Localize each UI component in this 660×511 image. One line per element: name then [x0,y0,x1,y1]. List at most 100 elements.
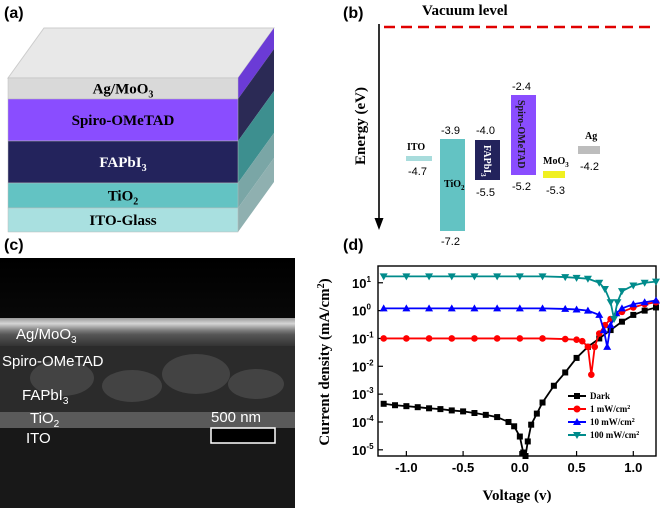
data-point-100mw [640,279,649,287]
energy-axis-label: Energy (eV) [353,87,369,165]
sem-label-spiro: Spiro-OMeTAD [2,353,104,370]
panel-a-label: (a) [4,5,24,22]
data-point-dark [539,399,546,406]
data-point-10mw [447,304,456,312]
layer-2-side [238,91,274,183]
data-point-dark [533,410,540,417]
data-point-dark [653,304,659,311]
data-point-10mw [425,304,434,312]
x-tick-label: 0.5 [568,460,586,475]
data-point-100mw [629,282,638,290]
panel-d: (d) -1.0 -0.5 0.0 0.5 1.0 101 100 10-1 10-2 10-3 1… [316,237,660,504]
data-point-dark [482,411,489,418]
data-point-10mw [617,304,626,312]
data-point-dark [392,402,399,409]
data-point-dark [437,406,444,413]
data-point-dark [403,403,410,410]
layer-2-label: FAPbI3 [99,155,146,174]
panel-c-label: (c) [4,237,24,254]
fapbi3-band [475,140,500,180]
data-point-dark [471,410,478,417]
x-tick-label: 0.0 [511,460,529,475]
layer-1-side [238,49,274,141]
data-point-dark [426,405,433,412]
layer-3-side [238,133,274,208]
data-point-1mw [539,335,546,342]
data-point-10mw [652,296,660,304]
x-tick-label: 1.0 [624,460,642,475]
scalebar [210,427,276,444]
data-point-dark [516,433,523,440]
data-point-1mw [561,335,569,343]
data-point-10mw [583,306,592,314]
data-point-10mw [640,298,649,306]
data-point-10mw [629,300,638,308]
data-point-10mw [470,304,479,312]
y-tick-label: 10-5 [352,442,374,458]
layer-1-label: Spiro-OMeTAD [72,113,175,129]
legend-text-100mw: 100 mW/cm2 [590,430,639,440]
data-point-1mw [403,335,410,342]
legend-text-1mw: 1 mW/cm2 [590,404,630,414]
data-point-10mw [561,304,570,312]
legend-item-100mw: 100 mW/cm2 [568,430,639,440]
moo3-level [543,171,565,178]
legend-text-dark: Dark [590,391,610,401]
panel-b: (b) Vacuum level Energy (eV) ITO -4.7 -3… [343,3,655,248]
legend-marker-1mw [573,405,581,413]
layer-4-label: ITO-Glass [89,213,156,229]
x-axis-label: Voltage (v) [482,488,551,504]
data-point-1mw [493,335,501,342]
data-point-100mw [447,273,456,281]
layer-4-side [238,158,274,232]
data-point-dark [596,335,603,342]
data-point-100mw [470,273,479,281]
y-tick-label: 100 [352,303,371,319]
layer-4-front [7,207,239,233]
energy-axis-arrow [374,218,384,230]
data-point-dark [618,318,625,325]
layer-0-label: Ag/MoO3 [93,82,154,101]
data-point-100mw [515,273,524,281]
vacuum-level-label: Vacuum level [422,3,508,19]
data-point-1mw [584,343,592,351]
data-point-dark [494,414,501,421]
data-point-dark [641,307,648,314]
data-point-1mw [516,335,524,342]
layer-stack: Ag/MoO3 Spiro-OMeTAD FAPbI3 TiO2 ITO-Glass [7,28,274,233]
ag-value: -4.2 [580,161,599,173]
data-point-dark [505,418,512,425]
sem-label-ito: ITO [26,430,51,447]
legend-marker-10mw [573,418,581,425]
sem-label-ag-moo3: Ag/MoO3 [16,326,77,346]
fapbi3-vb-value: -5.5 [476,187,495,199]
data-point-dark [524,438,531,445]
data-point-100mw [606,299,615,307]
data-point-100mw [493,273,502,281]
ito-label: ITO [407,142,425,153]
legend-item-dark: Dark [568,391,610,401]
y-tick-label: 10-2 [352,358,374,374]
legend-marker-dark [574,393,580,399]
data-point-100mw [425,273,434,281]
data-point-100mw [600,285,609,293]
legend-item-1mw: 1 mW/cm2 [568,404,630,414]
data-point-10mw [595,310,604,318]
ag-label: Ag [585,131,597,142]
data-point-dark [414,404,421,411]
data-point-dark [511,423,518,430]
data-point-1mw [425,335,433,342]
spiro-homo-value: -5.2 [512,181,531,193]
fapbi3-cb-value: -4.0 [476,125,495,137]
data-point-10mw [572,305,581,313]
data-point-dark [522,453,529,459]
data-point-1mw [573,336,580,344]
data-point-1mw [448,335,456,342]
plot-ticks: -1.0 -0.5 0.0 0.5 1.0 101 100 10-1 10-2 10-3 10-4 1… [352,275,642,475]
ito-work-function [406,156,432,161]
panel-b-label: (b) [343,5,363,22]
y-tick-label: 101 [352,275,371,291]
data-point-100mw [652,278,660,286]
panel-a: (a) Ag/MoO3 Spiro-OMeTAD FAPbI3 TiO2 ITO-Gla… [4,5,275,233]
data-point-10mw [603,342,612,350]
